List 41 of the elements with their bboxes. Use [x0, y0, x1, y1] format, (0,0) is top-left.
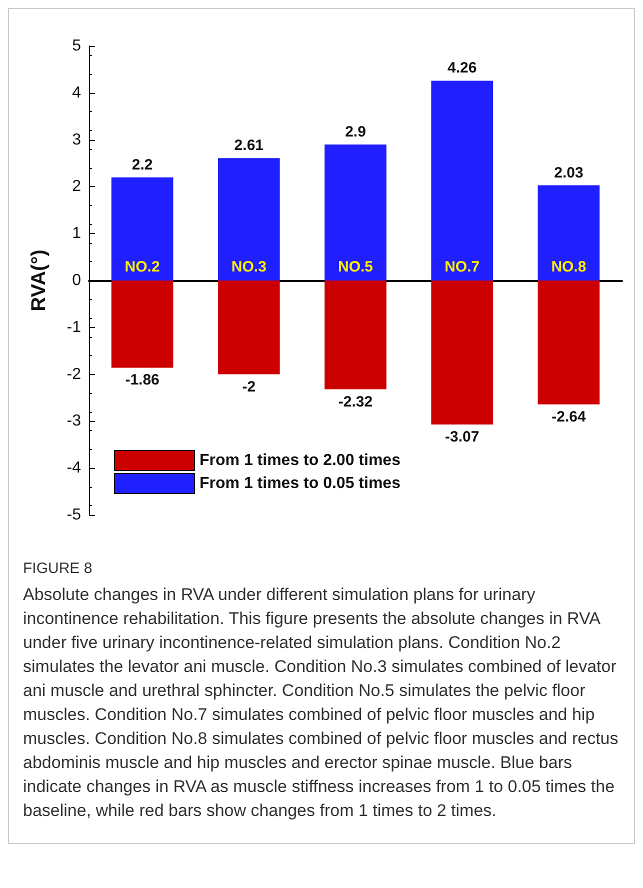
x-tick-label: NO.3: [231, 258, 266, 276]
caption: FIGURE 8: [23, 559, 94, 579]
y-tick-label: -2: [66, 366, 82, 383]
bar: [538, 185, 600, 280]
data-label: 2.61: [234, 137, 264, 154]
bar: [218, 158, 280, 280]
data-label: -2.32: [338, 393, 373, 410]
bar: [431, 280, 494, 424]
data-label: -1.86: [125, 372, 160, 389]
bar: [431, 80, 494, 280]
y-tick-label: -5: [66, 506, 82, 524]
x-tick-label: NO.2: [124, 258, 160, 276]
data-label: 4.26: [448, 60, 477, 77]
legend-label: From 1 times to 2.00 times: [200, 452, 401, 469]
y-axis-title: RVA(°): [28, 250, 50, 312]
x-tick-label: NO.7: [444, 258, 480, 276]
bar: [111, 177, 174, 280]
bar: [218, 280, 280, 374]
bar: [538, 280, 600, 404]
x-tick-label: NO.8: [551, 258, 586, 276]
data-label: -2: [242, 378, 256, 396]
text: Absolute changes in RVA under different simulation plans for urinary incontinence rehabilitation. This figure presents the absolute changes in RVA under five urinary incontinence-related simulation plans. Condition No.2 simulates the levator ani muscle. Condition No.3 simulates combined of levator ani muscle and urethral sphincter. Condition No.5 simulates the pelvic floor muscles. Condition No.7 simulates combined of pelvic floor muscles and hip muscles. Condition No.8 simulates combined of pelvic floor muscles and rectus abdominis muscle and hip muscles and erector spinae muscle. Blue bars indicate changes in RVA as muscle stiffness increases from 1 to 0.05 times the baseline, while red bars show changes from 1 times to 2 times.: [23, 585, 618, 820]
data-label: -3.07: [445, 428, 480, 446]
y-tick-label: -1: [66, 318, 82, 336]
bar: [111, 280, 174, 368]
data-label: 2.9: [345, 123, 366, 140]
y-tick-label: 3: [72, 131, 82, 148]
y-tick-label: -4: [66, 460, 82, 477]
y-tick-label: 4: [72, 84, 82, 102]
y-tick-label: -3: [66, 412, 82, 430]
data-label: 2.03: [554, 164, 584, 182]
data-label: -2.64: [552, 408, 586, 426]
x-tick-label: NO.5: [338, 258, 374, 276]
y-tick-label: 1: [72, 225, 82, 242]
y-tick-label: 5: [72, 38, 82, 54]
data-label: 2.2: [132, 156, 153, 174]
bar: [324, 144, 386, 280]
y-tick-label: 2: [72, 178, 82, 196]
legend-label: From 1 times to 0.05 times: [200, 475, 401, 492]
bar: [324, 280, 386, 390]
y-tick-label: 0: [72, 272, 82, 289]
